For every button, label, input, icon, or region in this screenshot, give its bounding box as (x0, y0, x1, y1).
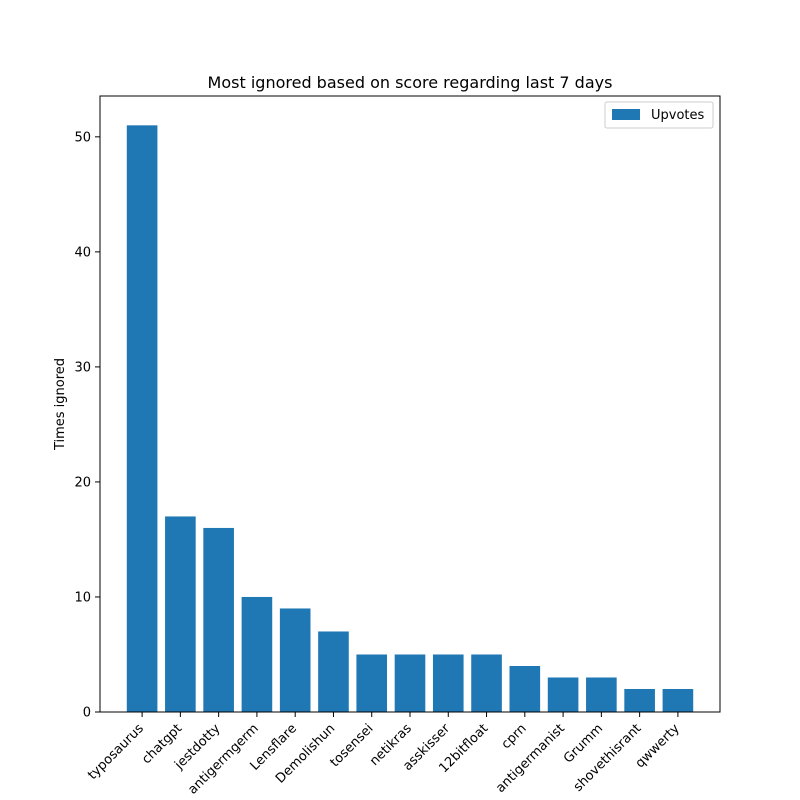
legend-frame (604, 101, 714, 129)
bar-Grumm (586, 677, 617, 712)
y-axis-label: Times ignored (53, 358, 68, 451)
x-tick-label: cprn (499, 721, 530, 752)
x-tick-label: typosaurus (85, 721, 147, 783)
y-tick-label: 40 (74, 245, 91, 260)
bars-group (126, 125, 694, 713)
y-tick-label: 0 (83, 706, 91, 721)
legend-label: Upvotes (651, 108, 705, 123)
bar-Lensflare (279, 608, 311, 712)
y-axis: 0 10 20 30 40 50 (74, 130, 100, 721)
bar-tosensei (356, 654, 388, 712)
bar-chatgpt (165, 516, 196, 712)
y-tick-label: 10 (74, 590, 91, 605)
bar-asskisser (432, 654, 464, 712)
y-tick-label: 50 (74, 130, 91, 145)
bar-netikras (394, 654, 426, 712)
y-tick-label: 30 (74, 360, 91, 375)
chart-title: Most ignored based on score regarding la… (208, 73, 613, 92)
bar-typosaurus (126, 125, 158, 713)
bar-qwwerty (662, 688, 694, 712)
bar-Demolishun (318, 631, 349, 712)
bar-jestdotty (203, 527, 234, 712)
x-tick-label: shovethisrant (571, 721, 645, 795)
y-tick-label: 20 (74, 475, 91, 490)
bar-antigermgerm (241, 596, 273, 712)
bar-cprn (509, 665, 541, 712)
x-tick-label: antigermanist (493, 721, 568, 796)
bar-12bitfloat (471, 654, 502, 712)
bar-antigermanist (547, 677, 579, 712)
bar-shovethisrant (624, 688, 655, 712)
legend: Upvotes (604, 101, 714, 129)
legend-swatch (612, 109, 640, 120)
x-axis: typosauruschatgptjestdottyantigermgermLe… (85, 712, 683, 798)
